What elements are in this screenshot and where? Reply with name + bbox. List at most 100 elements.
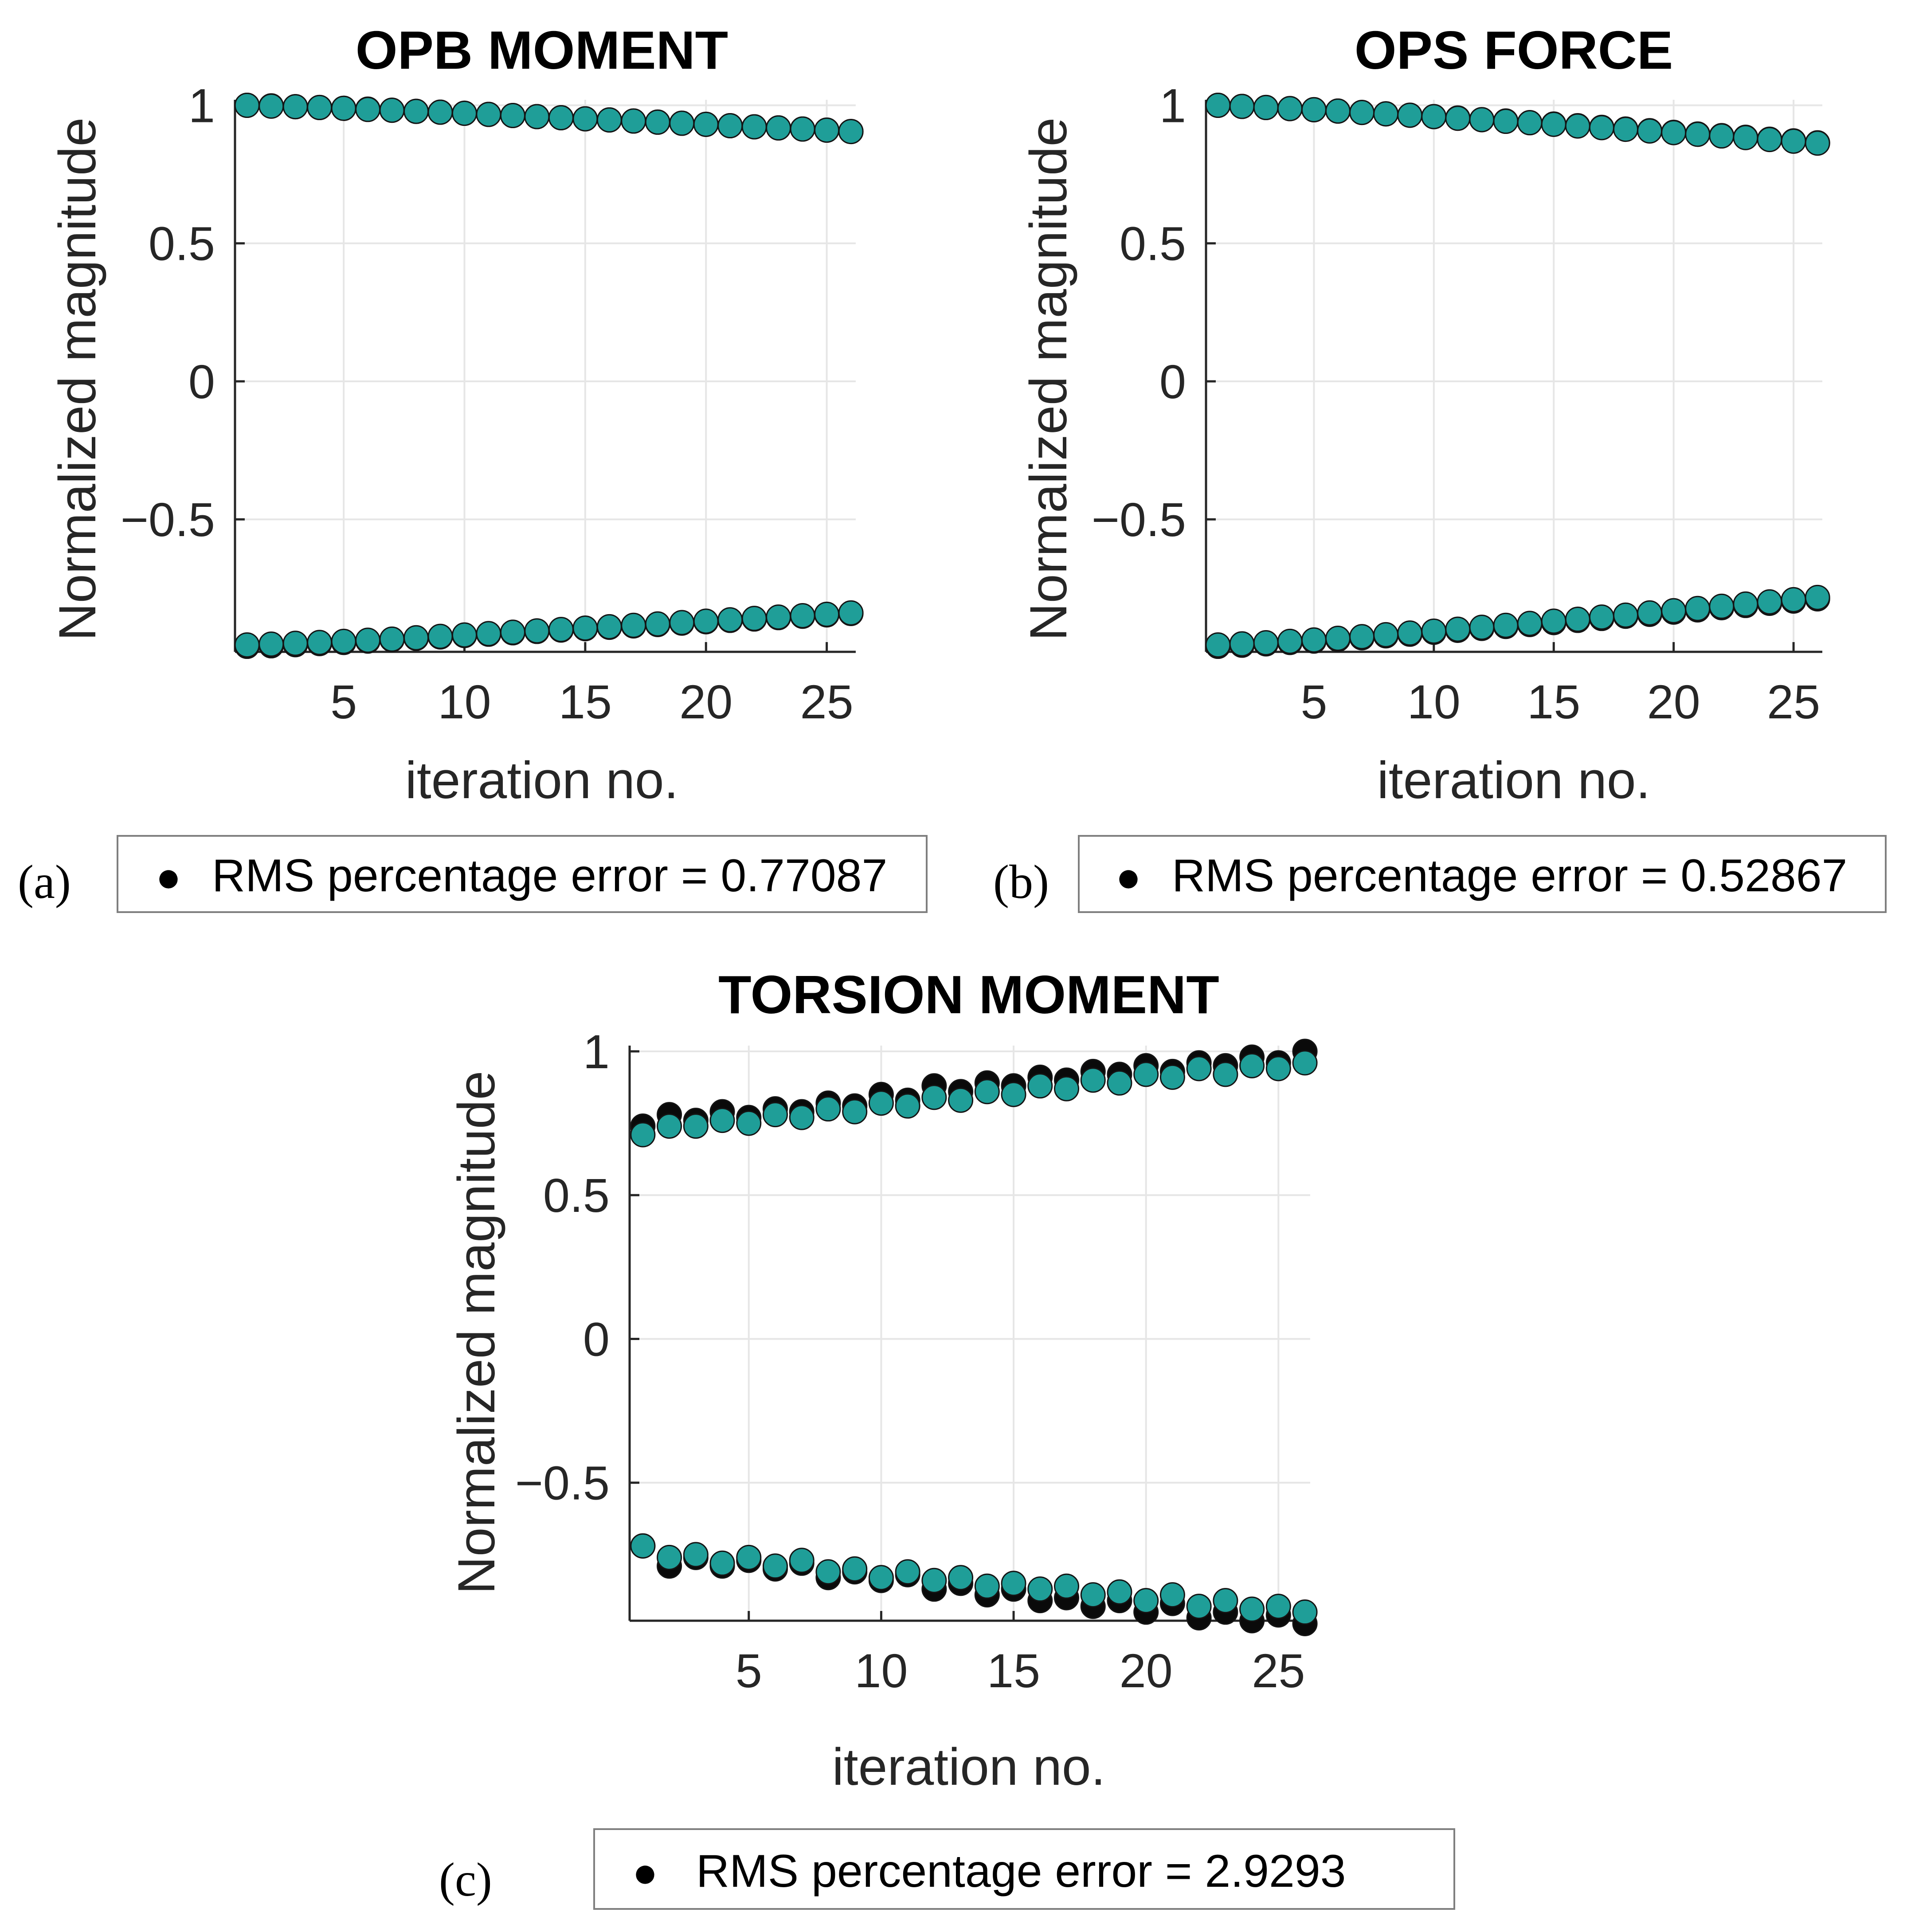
predicted-point <box>282 94 308 120</box>
x-tick-label: 20 <box>1647 675 1700 729</box>
predicted-point <box>548 617 574 643</box>
y-tick-label: 0 <box>1159 355 1186 408</box>
predicted-point <box>452 101 478 126</box>
legend-marker: ● <box>156 853 181 901</box>
predicted-point <box>596 107 622 133</box>
predicted-point <box>1397 620 1423 646</box>
predicted-point <box>895 1093 920 1119</box>
predicted-point <box>1213 1062 1238 1087</box>
predicted-point <box>948 1087 974 1113</box>
legend-text: RMS percentage error = 0.77087 <box>212 850 887 901</box>
predicted-point <box>1805 130 1830 156</box>
predicted-point <box>645 109 670 135</box>
predicted-point <box>1001 1571 1026 1596</box>
predicted-point <box>763 1553 788 1579</box>
predicted-point <box>921 1085 947 1110</box>
predicted-point <box>1253 94 1279 120</box>
predicted-point <box>1685 596 1711 621</box>
legend-box: ● RMS percentage error = 2.9293 <box>593 1828 1455 1910</box>
predicted-point <box>476 621 501 647</box>
predicted-point <box>1685 121 1711 147</box>
predicted-point <box>1517 611 1543 636</box>
predicted-point <box>815 1096 841 1122</box>
predicted-point <box>921 1568 947 1593</box>
predicted-point <box>868 1090 894 1116</box>
predicted-point <box>1661 598 1687 623</box>
predicted-point <box>1292 1599 1318 1625</box>
predicted-point <box>1301 627 1327 653</box>
predicted-point <box>1080 1067 1106 1093</box>
predicted-point <box>1239 1596 1265 1622</box>
predicted-point <box>258 631 284 657</box>
predicted-point <box>1325 98 1351 124</box>
predicted-point <box>1493 612 1519 638</box>
predicted-point <box>1781 587 1806 612</box>
predicted-point <box>1213 1588 1238 1614</box>
predicted-point <box>1186 1056 1212 1082</box>
predicted-point <box>1421 104 1447 129</box>
y-tick-label: 1 <box>1159 78 1186 132</box>
predicted-point <box>683 1113 709 1139</box>
y-tick-label: 0.5 <box>1120 217 1186 270</box>
y-tick-label: −0.5 <box>515 1456 610 1510</box>
predicted-point <box>1205 92 1231 118</box>
predicted-point <box>709 1550 735 1576</box>
predicted-point <box>814 117 840 143</box>
y-tick-label: 0.5 <box>149 217 215 270</box>
predicted-point <box>1781 128 1806 154</box>
predicted-point <box>1133 1062 1159 1087</box>
plot-area: 5 10 15 20 25 −0.5 0 0.5 1 <box>515 1025 1318 1697</box>
y-tick-label: 1 <box>583 1025 610 1078</box>
predicted-point <box>1709 123 1735 149</box>
plot-area: 5 10 15 20 25 −0.5 0 0.5 1 <box>1092 78 1830 729</box>
predicted-point <box>524 104 550 129</box>
predicted-point <box>657 1113 682 1139</box>
predicted-point <box>1589 604 1614 630</box>
x-tick-label: 5 <box>736 1644 762 1697</box>
panel-label: (a) <box>18 856 71 909</box>
predicted-point <box>717 607 743 633</box>
predicted-point <box>1757 127 1782 153</box>
legend-box: ● RMS percentage error = 0.52867 <box>1078 835 1887 913</box>
predicted-point <box>1265 1056 1291 1082</box>
x-axis-label: iteration no. <box>832 1738 1106 1796</box>
predicted-point <box>307 94 333 120</box>
predicted-point <box>1253 630 1279 655</box>
predicted-point <box>1445 106 1471 131</box>
predicted-point <box>736 1110 762 1136</box>
predicted-point <box>1565 607 1590 632</box>
x-tick-label: 25 <box>1767 675 1820 729</box>
predicted-point <box>895 1559 920 1585</box>
predicted-point <box>1054 1076 1080 1101</box>
predicted-point <box>1421 618 1447 644</box>
predicted-point <box>1541 111 1566 137</box>
predicted-point <box>1493 109 1519 134</box>
predicted-point <box>1517 110 1543 136</box>
predicted-point <box>868 1565 894 1591</box>
panel-label: (c) <box>439 1854 492 1906</box>
predicted-point <box>974 1573 1000 1599</box>
predicted-point <box>645 611 670 637</box>
predicted-point <box>790 116 815 142</box>
predicted-point <box>1239 1053 1265 1078</box>
x-tick-label: 5 <box>1300 675 1327 729</box>
legend-marker: ● <box>632 1849 658 1896</box>
predicted-point <box>1205 632 1231 658</box>
predicted-point <box>1733 591 1758 617</box>
predicted-point <box>500 102 525 128</box>
predicted-point <box>838 600 864 626</box>
chart-title: OPB MOMENT <box>356 20 728 80</box>
predicted-point <box>741 606 767 631</box>
x-tick-label: 20 <box>1120 1644 1173 1697</box>
y-tick-label: −0.5 <box>121 493 215 546</box>
predicted-point <box>1613 602 1638 628</box>
predicted-point <box>1637 118 1663 144</box>
predicted-point <box>630 1122 656 1148</box>
x-tick-label: 10 <box>1407 675 1461 729</box>
predicted-point <box>974 1079 1000 1105</box>
predicted-point <box>379 626 405 652</box>
chart-title: OPS FORCE <box>1355 20 1673 80</box>
predicted-point <box>476 102 501 127</box>
predicted-point <box>1054 1573 1080 1599</box>
